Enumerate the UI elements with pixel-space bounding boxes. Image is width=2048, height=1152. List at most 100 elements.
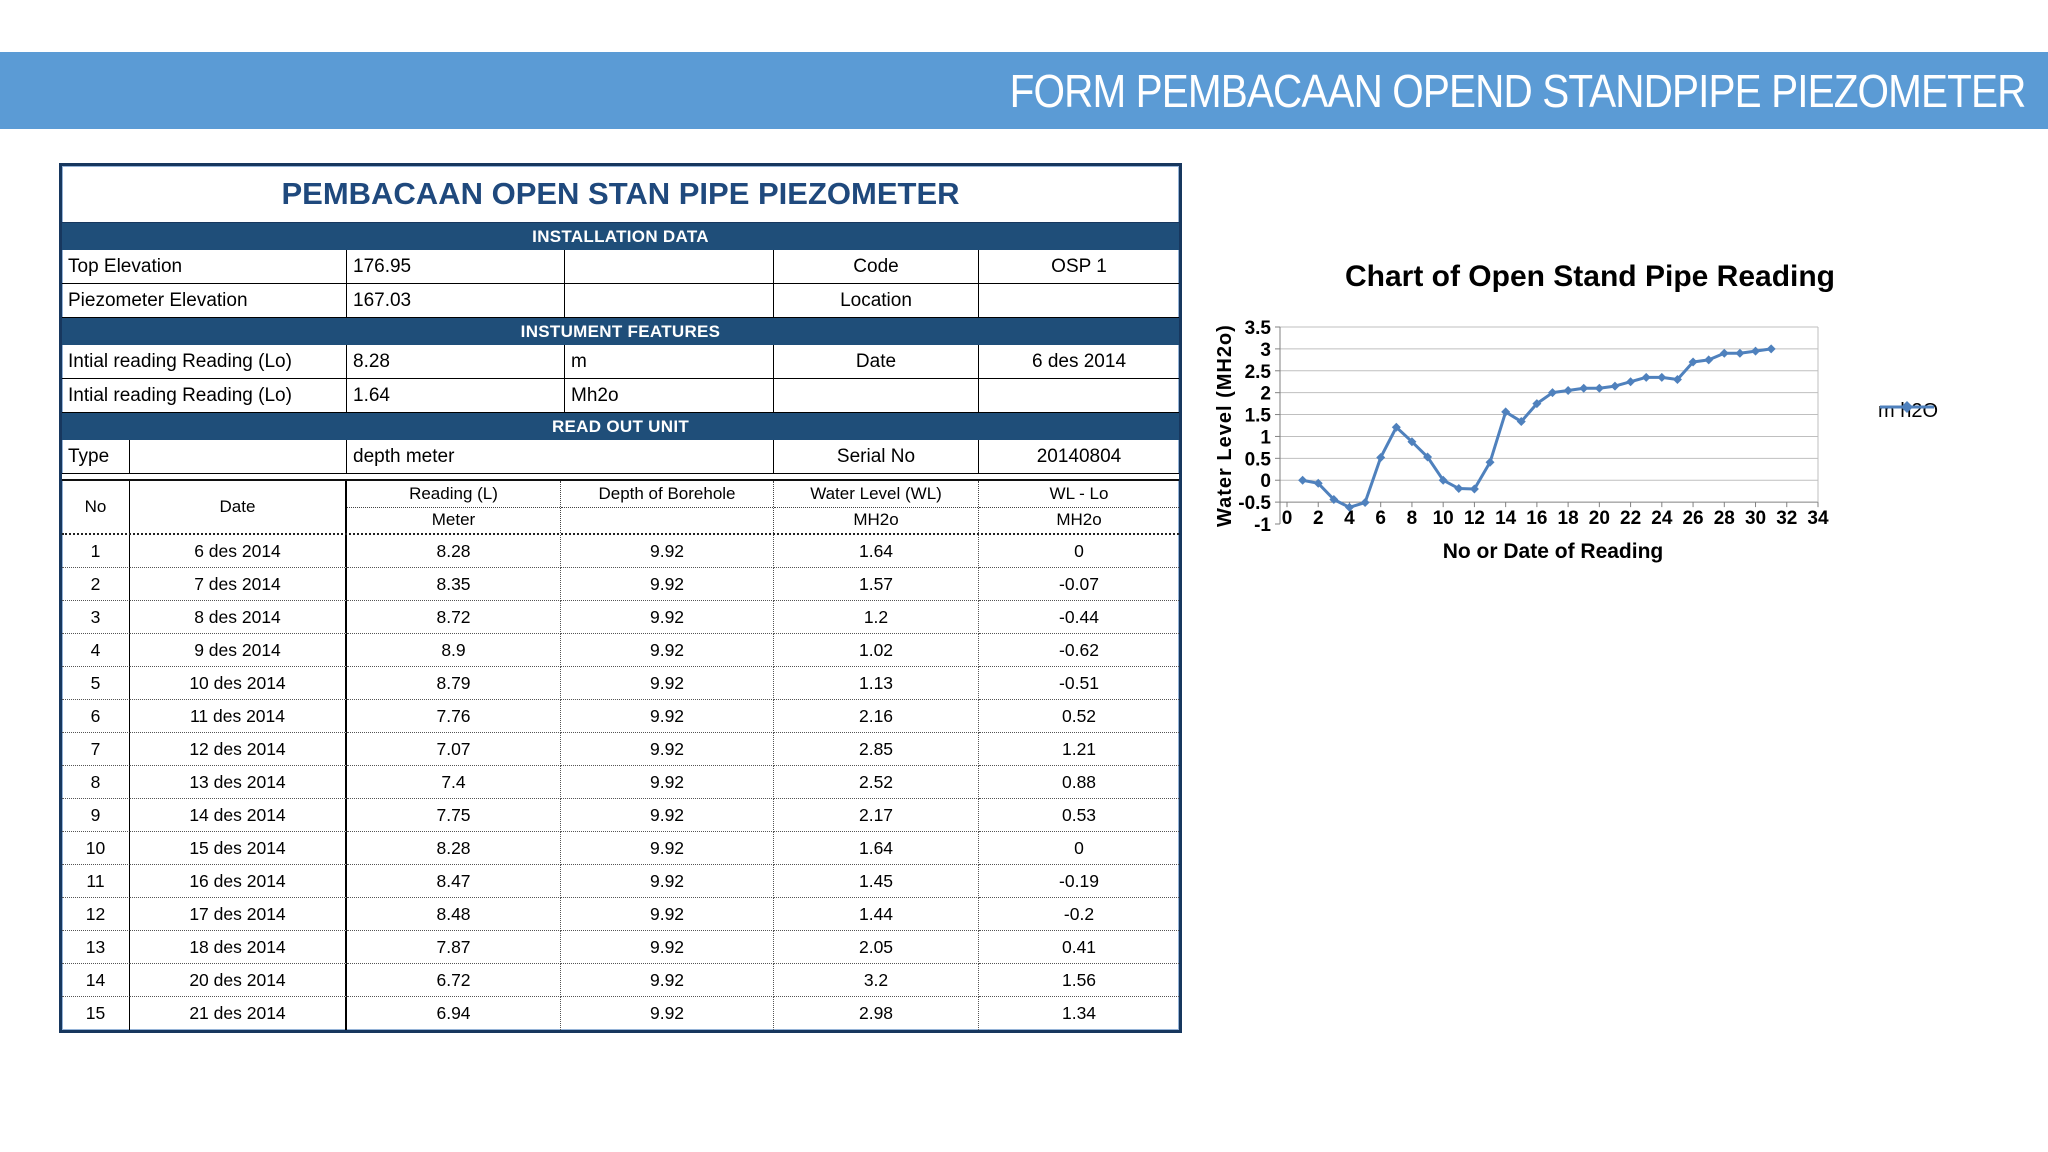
data-point-marker — [1516, 417, 1526, 427]
label-type: Type — [62, 440, 130, 474]
table-cell: -0.07 — [979, 568, 1179, 601]
legend-marker-icon — [1880, 401, 1934, 413]
data-point-marker — [1344, 502, 1354, 512]
table-row: 14 20 des 2014 6.72 9.92 3.2 1.56 — [62, 964, 1179, 997]
x-tick-label: 6 — [1375, 508, 1386, 529]
table-cell: 9.92 — [561, 832, 774, 865]
data-point-marker — [1751, 346, 1761, 356]
x-tick-label: 18 — [1558, 508, 1579, 529]
table-cell: 1.57 — [774, 568, 979, 601]
table-cell: 16 des 2014 — [130, 865, 347, 898]
table-cell: 9.92 — [561, 700, 774, 733]
label-top-elevation: Top Elevation — [62, 250, 347, 284]
section-installation-data: INSTALLATION DATA — [62, 223, 1179, 250]
table-cell: 9.92 — [561, 865, 774, 898]
data-point-marker — [1594, 383, 1604, 393]
label-initial-reading: Intial reading Reading (Lo) — [62, 379, 347, 413]
table-cell: 13 — [62, 931, 130, 964]
table-cell: 9.92 — [561, 931, 774, 964]
y-tick-label: 1 — [1260, 427, 1271, 448]
table-cell: -0.2 — [979, 898, 1179, 931]
y-tick-label: 2.5 — [1245, 362, 1272, 383]
data-point-marker — [1423, 452, 1433, 462]
table-cell: 0.88 — [979, 766, 1179, 799]
table-cell: 1.34 — [1061, 1003, 1097, 1023]
table-cell: 9.92 — [561, 766, 774, 799]
x-tick-label: 8 — [1407, 508, 1418, 529]
y-tick-label: 3.5 — [1245, 318, 1272, 339]
table-cell: 5 — [62, 667, 130, 700]
label-piezometer-elevation: Piezometer Elevation — [62, 284, 347, 318]
table-cell: 2.17 — [774, 799, 979, 832]
separator — [62, 474, 1179, 481]
data-point-marker — [1485, 457, 1495, 467]
y-tick-label: 3 — [1260, 340, 1271, 361]
table-cell: 8.72 — [347, 601, 561, 634]
data-point-marker — [1376, 452, 1386, 462]
x-tick-label: 34 — [1807, 508, 1829, 529]
table-cell: 1.56 — [979, 964, 1179, 997]
data-point-marker — [1329, 494, 1339, 504]
table-row: 8 13 des 2014 7.4 9.92 2.52 0.88 — [62, 766, 1179, 799]
table-cell: 1.45 — [774, 865, 979, 898]
table-cell: 8.47 — [347, 865, 561, 898]
blank-cell — [979, 379, 1179, 413]
x-tick-label: 14 — [1495, 508, 1517, 529]
chart-x-axis-label: No or Date of Reading — [1442, 540, 1664, 563]
table-cell: 7.07 — [347, 733, 561, 766]
data-point-marker — [1626, 377, 1636, 387]
table-cell: 8.48 — [347, 898, 561, 931]
table-cell: 6 — [62, 700, 130, 733]
row-initial-reading-1: Intial reading Reading (Lo) 8.28 m Date … — [62, 345, 1179, 379]
table-cell: 15 des 2014 — [130, 832, 347, 865]
blank-cell — [565, 250, 774, 284]
x-tick-label: 32 — [1776, 508, 1797, 529]
value-location — [979, 284, 1179, 318]
x-tick-label: 0 — [1282, 508, 1293, 529]
label-serial-no: Serial No — [774, 440, 979, 474]
y-tick-label: 0.5 — [1245, 449, 1272, 470]
value-serial-no: 20140804 — [979, 440, 1179, 474]
x-tick-label: 26 — [1682, 508, 1703, 529]
table-cell: 7.4 — [347, 766, 561, 799]
table-cell: 3.2 — [774, 964, 979, 997]
data-point-marker — [1735, 348, 1745, 358]
table-cell: 21 des 2014 — [130, 997, 347, 1030]
table-cell: -0.51 — [979, 667, 1179, 700]
table-cell: 9.92 — [561, 964, 774, 997]
x-tick-label: 24 — [1651, 508, 1673, 529]
label-location: Location — [774, 284, 979, 318]
table-cell: 7.76 — [347, 700, 561, 733]
unit-initial-reading: Mh2o — [565, 379, 774, 413]
data-point-marker — [1688, 357, 1698, 367]
header-date: Date — [130, 481, 347, 533]
table-cell: 0.52 — [979, 700, 1179, 733]
data-point-marker — [1766, 344, 1776, 354]
header-no: No — [62, 481, 130, 533]
table-cell: 2.98 — [774, 997, 979, 1030]
header-reading: Reading (L) Meter — [347, 481, 561, 533]
table-cell: 1.13 — [774, 667, 979, 700]
table-cell: 11 des 2014 — [130, 700, 347, 733]
value-initial-reading: 8.28 — [347, 345, 565, 379]
data-point-marker — [1548, 388, 1557, 398]
table-cell: 15 — [62, 997, 130, 1030]
data-point-marker — [1454, 484, 1464, 494]
table-cell: 9.92 — [561, 535, 774, 568]
open-stand-pipe-chart: Chart of Open Stand Pipe Reading Water L… — [1210, 250, 2048, 590]
header-water-level-unit: MH2o — [774, 507, 978, 530]
data-point-marker — [1407, 437, 1417, 447]
data-point-marker — [1438, 475, 1448, 485]
y-tick-label: 0 — [1260, 471, 1271, 492]
table-cell: 0 — [979, 535, 1179, 568]
table-cell: 2.52 — [774, 766, 979, 799]
value-initial-reading: 1.64 — [347, 379, 565, 413]
table-row: 6 11 des 2014 7.76 9.92 2.16 0.52 — [62, 700, 1179, 733]
table-cell: 8.35 — [347, 568, 561, 601]
table-cell: 18 des 2014 — [130, 931, 347, 964]
table-cell: 1.02 — [774, 634, 979, 667]
y-tick-label: 1.5 — [1245, 406, 1272, 427]
